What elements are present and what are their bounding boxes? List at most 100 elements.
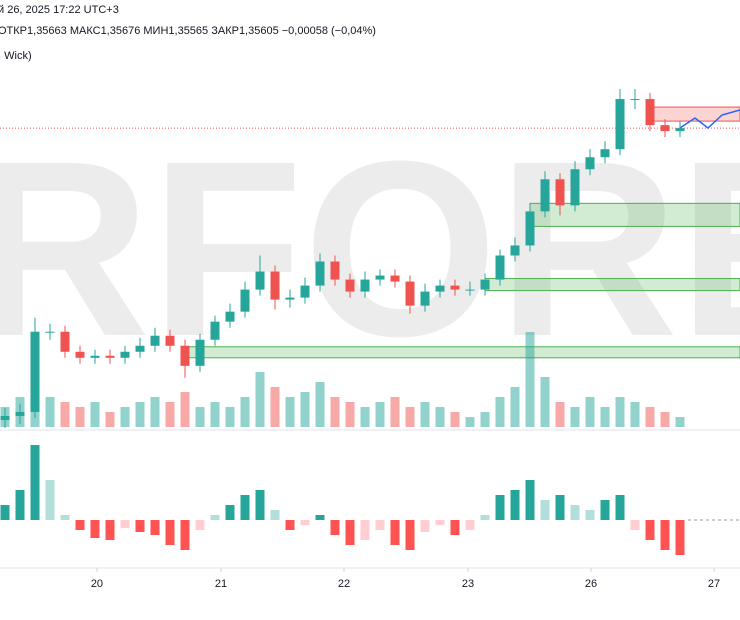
volume-bar bbox=[60, 402, 70, 427]
candle-body bbox=[300, 285, 310, 298]
oscillator-bar bbox=[45, 480, 55, 520]
candle-body bbox=[210, 321, 220, 340]
volume-bar bbox=[255, 372, 265, 427]
oscillator-bar bbox=[285, 520, 295, 530]
oscillator-bar bbox=[510, 490, 520, 520]
oscillator-bar bbox=[30, 445, 40, 520]
oscillator-bar bbox=[615, 495, 625, 520]
oscillator-bar bbox=[315, 515, 325, 520]
volume-bar bbox=[570, 407, 580, 427]
candle-body bbox=[630, 99, 640, 101]
oscillator-bar bbox=[255, 490, 265, 520]
candle-body bbox=[285, 297, 295, 300]
candle-body bbox=[60, 331, 70, 352]
volume-bar bbox=[375, 402, 385, 427]
x-tick-label: 27 bbox=[708, 578, 720, 590]
candle-body bbox=[345, 279, 355, 292]
oscillator-bar bbox=[15, 490, 25, 520]
volume-bar bbox=[555, 402, 565, 427]
oscillator-bar bbox=[660, 520, 670, 550]
oscillator-bar bbox=[420, 520, 430, 532]
header-date: й 26, 2025 17:22 UTC+3 bbox=[0, 4, 119, 16]
volume-bar bbox=[360, 407, 370, 427]
oscillator-bar bbox=[210, 515, 220, 520]
oscillator-bar bbox=[675, 520, 685, 555]
volume-bar bbox=[180, 392, 190, 427]
candle-body bbox=[405, 281, 415, 306]
x-tick-label: 26 bbox=[585, 578, 597, 590]
volume-bar bbox=[165, 402, 175, 427]
candle-body bbox=[180, 345, 190, 366]
oscillator-bar bbox=[555, 495, 565, 520]
candle-body bbox=[495, 255, 505, 280]
candle-body bbox=[105, 355, 115, 358]
volume-bar bbox=[345, 402, 355, 427]
oscillator-bar bbox=[90, 520, 100, 538]
oscillator-bar bbox=[300, 520, 310, 525]
oscillator-bar bbox=[450, 520, 460, 535]
oscillator-bar bbox=[540, 500, 550, 520]
volume-bar bbox=[210, 402, 220, 427]
candle-body bbox=[195, 339, 205, 366]
volume-bar bbox=[390, 397, 400, 427]
volume-bar bbox=[135, 402, 145, 427]
volume-bar bbox=[585, 397, 595, 427]
volume-bar bbox=[195, 407, 205, 427]
oscillator-bar bbox=[150, 520, 160, 535]
volume-bar bbox=[480, 412, 490, 427]
oscillator-bar bbox=[120, 520, 130, 528]
volume-bar bbox=[330, 397, 340, 427]
volume-bar bbox=[600, 407, 610, 427]
candle-body bbox=[45, 331, 55, 333]
forecast-line bbox=[679, 109, 740, 129]
candle-body bbox=[615, 99, 625, 150]
oscillator-bar bbox=[60, 515, 70, 520]
x-tick-label: 22 bbox=[338, 578, 350, 590]
oscillator-bar bbox=[600, 500, 610, 520]
candle-body bbox=[150, 335, 160, 346]
volume-bar bbox=[240, 397, 250, 427]
oscillator-bar bbox=[435, 520, 445, 525]
oscillator-bar bbox=[570, 505, 580, 520]
oscillator-bar bbox=[345, 520, 355, 545]
volume-bar bbox=[315, 382, 325, 427]
zone bbox=[184, 346, 740, 359]
candle-body bbox=[480, 279, 490, 290]
oscillator-bar bbox=[105, 520, 115, 540]
candle-body bbox=[435, 285, 445, 292]
header-style: , Wick) bbox=[0, 50, 32, 62]
candle-body bbox=[570, 169, 580, 206]
candle-body bbox=[270, 271, 280, 300]
oscillator-bar bbox=[225, 505, 235, 520]
volume-bar bbox=[285, 397, 295, 427]
oscillator-bar bbox=[480, 515, 490, 520]
candle-body bbox=[0, 415, 10, 420]
oscillator-bar bbox=[645, 520, 655, 540]
volume-bar bbox=[150, 397, 160, 427]
candle-body bbox=[360, 279, 370, 292]
candle-body bbox=[90, 355, 100, 358]
volume-bar bbox=[525, 332, 535, 427]
oscillator-bar bbox=[195, 520, 205, 530]
oscillator-bar bbox=[585, 510, 595, 520]
candle-body bbox=[390, 275, 400, 282]
candle-body bbox=[450, 285, 460, 290]
volume-bar bbox=[105, 412, 115, 427]
volume-bar bbox=[450, 412, 460, 427]
oscillator-bar bbox=[0, 505, 10, 520]
candle-body bbox=[675, 128, 685, 132]
zone bbox=[484, 278, 740, 292]
oscillator-bar bbox=[525, 480, 535, 520]
volume-bar bbox=[660, 412, 670, 427]
candle-body bbox=[420, 291, 430, 306]
oscillator-bar bbox=[390, 520, 400, 545]
header-ohlc: ОТКР1,35663 МАКС1,35676 МИН1,35565 ЗАКР1… bbox=[0, 25, 376, 37]
volume-bar bbox=[300, 392, 310, 427]
candle-body bbox=[225, 311, 235, 322]
candle-body bbox=[165, 335, 175, 346]
oscillator-bar bbox=[465, 520, 475, 530]
zone bbox=[529, 202, 740, 227]
volume-bar bbox=[420, 402, 430, 427]
x-tick-label: 21 bbox=[215, 578, 227, 590]
volume-bar bbox=[645, 407, 655, 427]
